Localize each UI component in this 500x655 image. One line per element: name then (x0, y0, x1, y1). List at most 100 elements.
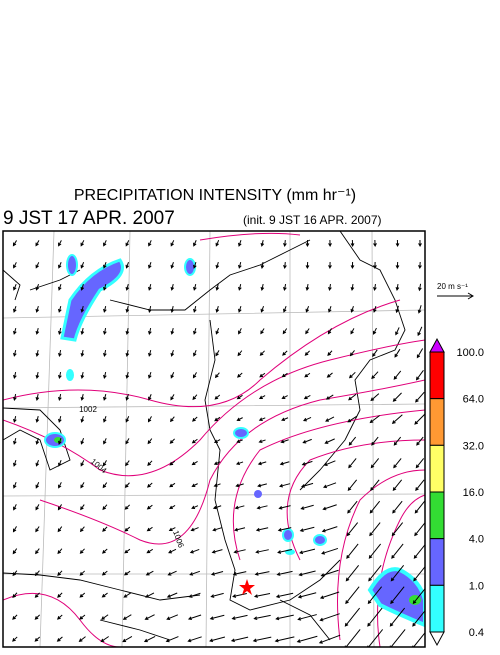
colorbar-label: 32.0 (463, 440, 484, 452)
wind-arrow (235, 483, 244, 488)
wind-arrow (12, 636, 18, 642)
wind-arrow (103, 240, 107, 247)
wind-arrow (417, 283, 422, 292)
wind-arrow (371, 436, 379, 446)
wind-arrow (390, 586, 405, 605)
wind-arrow (238, 261, 242, 269)
wind-arrow (144, 614, 155, 620)
wind-arrow (319, 613, 340, 622)
wind-arrow (369, 415, 380, 424)
wind-arrow (350, 239, 355, 248)
wind-arrow (167, 570, 177, 576)
wind-arrow (282, 350, 288, 356)
wind-arrow (58, 415, 62, 423)
wind-arrow (35, 415, 40, 423)
wind-arrow (103, 262, 107, 269)
wind-arrow (169, 438, 175, 444)
wind-arrow (147, 460, 153, 466)
colorbar-label: 0.4 (469, 627, 484, 639)
wind-arrow (304, 350, 310, 356)
wind-arrow (275, 592, 294, 599)
wind-arrow (56, 614, 63, 620)
wind-arrow (80, 482, 85, 489)
wind-arrow (297, 614, 317, 621)
wind-scale-arrow (437, 292, 474, 300)
wind-arrow (320, 569, 339, 577)
wind-arrow (146, 548, 154, 554)
wind-arrow (238, 328, 242, 335)
wind-arrow (79, 548, 85, 554)
wind-arrow (322, 504, 337, 511)
init-time: (init. 9 JST 16 APR. 2007) (243, 213, 382, 227)
wind-arrow (395, 239, 400, 248)
wind-arrow (275, 614, 294, 621)
wind-arrow (370, 393, 380, 402)
wind-arrow (79, 592, 86, 598)
wind-scale-label: 20 m s⁻¹ (437, 282, 468, 291)
wind-arrow (215, 350, 220, 357)
wind-arrow (282, 328, 288, 335)
wind-arrow (80, 327, 85, 335)
wind-arrow (101, 592, 108, 598)
wind-arrow (35, 240, 40, 247)
wind-arrow (192, 372, 197, 379)
wind-arrow (170, 305, 175, 313)
wind-arrow (300, 504, 314, 510)
wind-arrow (302, 438, 312, 444)
colorbar-label: 4.0 (469, 534, 484, 546)
wind-arrow (318, 634, 341, 644)
wind-arrow (80, 283, 85, 291)
wind-arrow (125, 283, 130, 291)
wind-arrow (214, 416, 221, 422)
wind-arrow (277, 549, 292, 554)
wind-arrow (414, 413, 425, 425)
wind-arrow (373, 261, 377, 270)
wind-arrow (215, 261, 220, 269)
wind-arrow (13, 349, 17, 357)
wind-arrow (215, 240, 220, 247)
wind-arrow (191, 438, 198, 444)
wind-arrow (58, 284, 62, 291)
wind-arrow (238, 305, 242, 313)
wind-arrow (148, 371, 152, 379)
colorbar-segment (429, 538, 445, 586)
wind-arrow (367, 629, 384, 647)
wind-arrow (100, 636, 109, 643)
wind-arrow (274, 636, 295, 643)
wind-arrow (170, 416, 175, 423)
wind-arrow (35, 482, 40, 489)
wind-arrow (212, 505, 222, 510)
title: PRECIPITATION INTENSITY (mm hr⁻¹) (74, 187, 356, 204)
wind-arrow (12, 614, 18, 620)
wind-arrow (215, 283, 220, 291)
wind-arrow (168, 548, 177, 554)
wind-arrow (305, 261, 310, 270)
wind-arrow (148, 240, 152, 247)
wind-arrow (34, 592, 40, 598)
wind-arrow (191, 505, 199, 510)
wind-arrow (347, 415, 358, 423)
wind-arrow (258, 417, 266, 421)
wind-arrow (373, 283, 377, 291)
wind-arrow (13, 459, 17, 467)
wind-arrow (58, 393, 62, 401)
wind-arrow (303, 416, 312, 422)
wind-arrow (283, 306, 287, 313)
wind-arrow (345, 586, 360, 605)
colorbar: 100.0 64.0 32.0 16.0 4.0 1.0 0.4 (429, 337, 484, 647)
wind-arrow (210, 570, 224, 576)
wind-arrow (213, 483, 221, 488)
wind-arrow (193, 283, 197, 291)
wind-arrow (395, 305, 400, 314)
wind-arrow (145, 570, 154, 576)
wind-arrow (328, 306, 332, 313)
wind-arrow (277, 527, 292, 532)
wind-arrow (58, 349, 62, 357)
wind-arrow (281, 417, 289, 422)
wind-arrow (125, 305, 130, 313)
wind-arrow (102, 504, 108, 511)
wind-arrow (258, 439, 266, 444)
wind-arrow (103, 371, 107, 379)
wind-arrow (322, 482, 337, 489)
